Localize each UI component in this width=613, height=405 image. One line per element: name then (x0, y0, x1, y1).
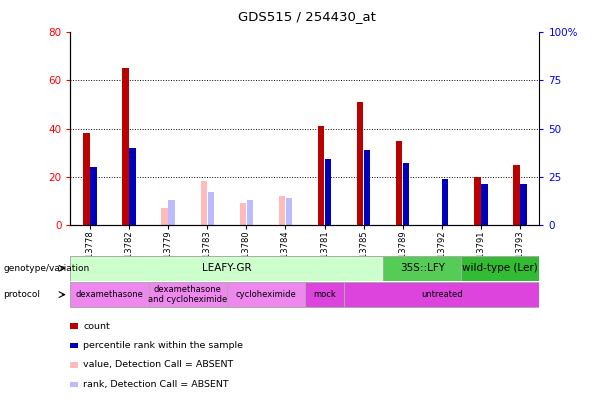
Bar (208, 192, 214, 225)
Bar (396, 141, 402, 225)
Text: 35S::LFY: 35S::LFY (400, 263, 444, 273)
Bar (481, 184, 487, 225)
Bar (442, 179, 449, 225)
Text: dexamethasone
and cycloheximide: dexamethasone and cycloheximide (148, 285, 227, 304)
Bar (318, 126, 324, 225)
Bar (129, 148, 136, 225)
Text: untreated: untreated (421, 290, 463, 299)
Bar (227, 282, 305, 307)
Bar (325, 160, 331, 225)
Bar (279, 196, 285, 225)
Text: rank, Detection Call = ABSENT: rank, Detection Call = ABSENT (83, 380, 229, 389)
Text: mock: mock (313, 290, 336, 299)
Text: value, Detection Call = ABSENT: value, Detection Call = ABSENT (83, 360, 234, 369)
Bar (474, 177, 481, 225)
Text: dexamethasone: dexamethasone (75, 290, 143, 299)
Bar (240, 203, 246, 225)
Text: protocol: protocol (3, 290, 40, 299)
Bar (90, 167, 97, 225)
Bar (70, 282, 149, 307)
Text: genotype/variation: genotype/variation (3, 264, 89, 273)
Text: LEAFY-GR: LEAFY-GR (202, 263, 251, 273)
Bar (200, 181, 207, 225)
Text: percentile rank within the sample: percentile rank within the sample (83, 341, 243, 350)
Bar (149, 282, 227, 307)
Bar (462, 256, 539, 281)
Text: count: count (83, 322, 110, 330)
Bar (286, 198, 292, 225)
Bar (70, 256, 383, 281)
Bar (520, 184, 527, 225)
Bar (513, 165, 520, 225)
Bar (344, 282, 539, 307)
Bar (123, 68, 129, 225)
Bar (169, 200, 175, 225)
Bar (357, 102, 364, 225)
Bar (403, 163, 409, 225)
Bar (383, 256, 462, 281)
Bar (246, 200, 253, 225)
Bar (364, 150, 370, 225)
Text: cycloheximide: cycloheximide (235, 290, 296, 299)
Text: wild-type (Ler): wild-type (Ler) (462, 263, 538, 273)
Bar (83, 133, 89, 225)
Bar (161, 208, 168, 225)
Bar (305, 282, 344, 307)
Text: GDS515 / 254430_at: GDS515 / 254430_at (238, 10, 375, 23)
